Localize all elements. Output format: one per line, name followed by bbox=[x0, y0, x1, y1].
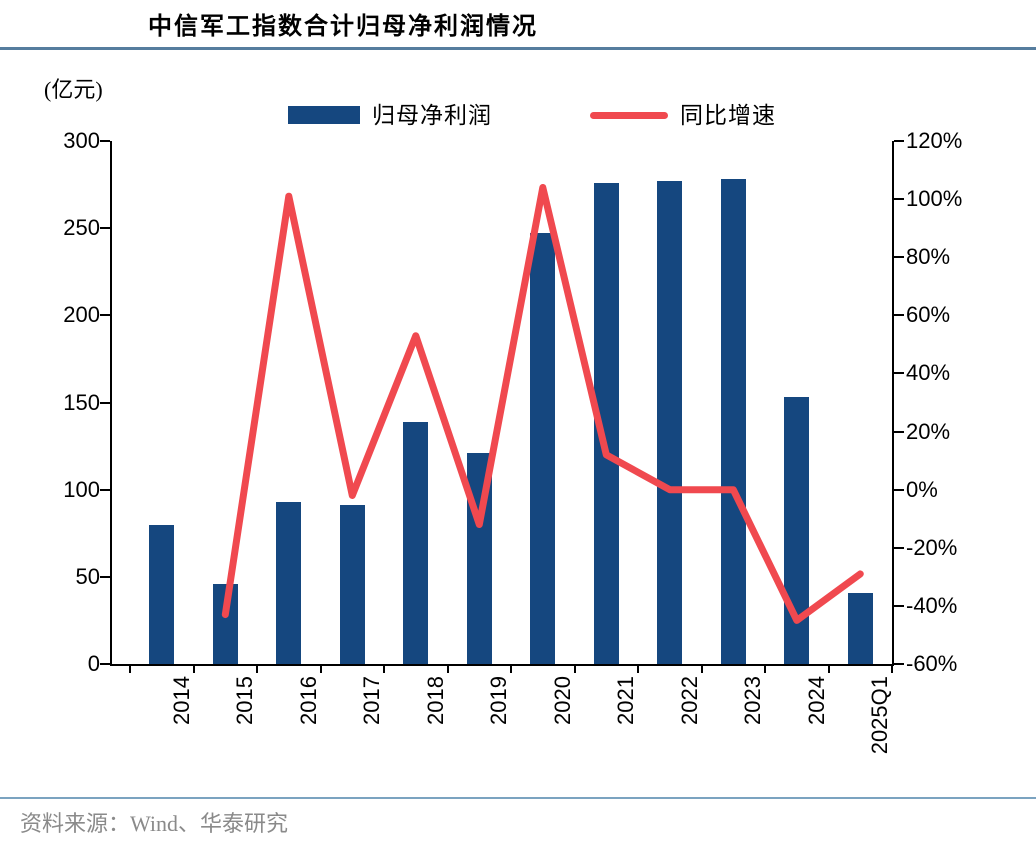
tick-mark bbox=[894, 488, 904, 491]
tick-mark bbox=[319, 664, 322, 673]
line-series-label: 同比增速 bbox=[680, 103, 776, 128]
bar-2022 bbox=[657, 181, 683, 664]
tick-mark bbox=[894, 198, 904, 201]
bar-2020 bbox=[530, 233, 556, 664]
tick-mark bbox=[700, 664, 703, 673]
title-divider bbox=[0, 47, 1036, 50]
right-axis-tick-label: -40% bbox=[906, 592, 958, 618]
tick-mark bbox=[100, 140, 110, 142]
tick-mark bbox=[100, 488, 110, 491]
bar-2025Q1 bbox=[847, 592, 873, 664]
tick-mark bbox=[192, 664, 195, 673]
tick-mark bbox=[894, 372, 904, 375]
bar-2014 bbox=[149, 524, 175, 664]
chart-title: 中信军工指数合计归母净利润情况 bbox=[148, 14, 538, 40]
bar-2023 bbox=[720, 179, 746, 664]
tick-mark bbox=[894, 314, 904, 317]
right-axis-tick-label: 120% bbox=[906, 128, 963, 153]
tick-mark bbox=[446, 664, 449, 673]
tick-mark bbox=[827, 664, 830, 673]
legend-item-net-profit: 归母净利润 bbox=[288, 96, 492, 130]
left-axis-tick-label: 250 bbox=[63, 215, 100, 241]
right-axis-tick-label: -60% bbox=[906, 651, 958, 676]
plot-area bbox=[100, 140, 904, 673]
yoy-growth-line bbox=[221, 184, 864, 624]
tick-mark bbox=[100, 663, 110, 665]
tick-mark bbox=[510, 664, 512, 673]
tick-mark bbox=[894, 663, 904, 665]
footer-divider bbox=[0, 797, 1036, 799]
tick-mark bbox=[256, 664, 258, 673]
right-axis-tick-label: 100% bbox=[906, 186, 963, 212]
left-axis-tick-label: 300 bbox=[63, 128, 100, 153]
tick-mark bbox=[894, 140, 904, 142]
tick-mark bbox=[764, 664, 766, 673]
tick-mark bbox=[383, 664, 385, 673]
tick-mark bbox=[891, 664, 893, 673]
legend-item-yoy-growth: 同比增速 bbox=[590, 96, 776, 130]
right-axis-tick-label: 0% bbox=[906, 476, 938, 502]
right-axis-tick-label: 80% bbox=[906, 244, 951, 270]
right-axis-tick-label: 20% bbox=[906, 418, 951, 444]
tick-mark bbox=[100, 575, 110, 578]
bar-series-swatch bbox=[288, 106, 360, 124]
right-axis-tick-label: -20% bbox=[906, 534, 958, 560]
left-axis-unit-label: (亿元) bbox=[44, 77, 103, 102]
tick-mark bbox=[573, 664, 576, 673]
legend: 归母净利润 同比增速 bbox=[0, 96, 1036, 128]
bar-2018 bbox=[403, 421, 429, 664]
right-axis-tick-label: 60% bbox=[906, 302, 951, 328]
tick-mark bbox=[894, 546, 904, 549]
line-series-swatch bbox=[590, 111, 668, 119]
left-axis-tick-label: 50 bbox=[75, 563, 100, 589]
source-text: 资料来源：Wind、华泰研究 bbox=[20, 811, 288, 836]
bar-series-label: 归母净利润 bbox=[372, 103, 492, 128]
tick-mark bbox=[100, 227, 110, 230]
bar-2016 bbox=[276, 501, 302, 664]
tick-mark bbox=[894, 430, 904, 433]
tick-mark bbox=[100, 401, 110, 404]
tick-mark bbox=[129, 664, 131, 673]
bar-2017 bbox=[339, 505, 365, 664]
left-axis-tick-label: 0 bbox=[87, 651, 100, 676]
right-axis-tick-label: 40% bbox=[906, 360, 951, 386]
tick-mark bbox=[894, 604, 904, 607]
left-axis-tick-label: 200 bbox=[63, 302, 100, 328]
left-axis-tick-label: 150 bbox=[63, 389, 100, 415]
yoy-growth-polyline bbox=[221, 184, 864, 624]
tick-mark bbox=[100, 314, 110, 317]
tick-mark bbox=[637, 664, 639, 673]
tick-mark bbox=[894, 256, 904, 259]
left-axis-tick-label: 100 bbox=[63, 476, 100, 502]
